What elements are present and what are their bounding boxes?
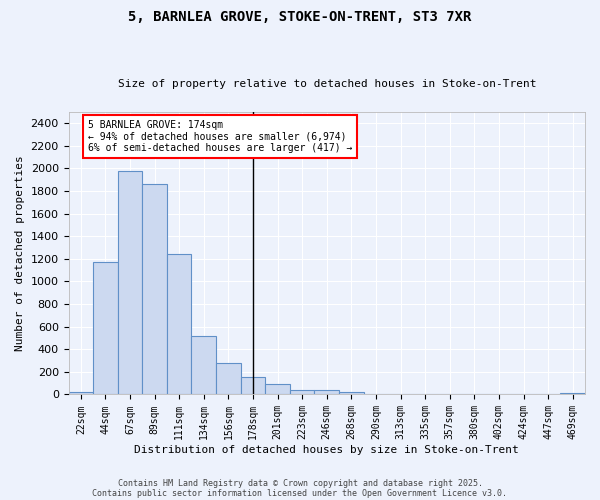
Bar [290, 390, 314, 394]
Bar [191, 336, 216, 394]
Text: 5, BARNLEA GROVE, STOKE-ON-TRENT, ST3 7XR: 5, BARNLEA GROVE, STOKE-ON-TRENT, ST3 7X… [128, 10, 472, 24]
Bar [118, 171, 142, 394]
Bar [265, 384, 290, 394]
Bar [167, 254, 191, 394]
Bar [314, 390, 339, 394]
Bar [93, 262, 118, 394]
Text: 5 BARNLEA GROVE: 174sqm
← 94% of detached houses are smaller (6,974)
6% of semi-: 5 BARNLEA GROVE: 174sqm ← 94% of detache… [88, 120, 353, 153]
Bar [339, 392, 364, 394]
Title: Size of property relative to detached houses in Stoke-on-Trent: Size of property relative to detached ho… [118, 79, 536, 89]
Bar [216, 364, 241, 394]
Text: Contains public sector information licensed under the Open Government Licence v3: Contains public sector information licen… [92, 488, 508, 498]
Y-axis label: Number of detached properties: Number of detached properties [15, 156, 25, 351]
Bar [142, 184, 167, 394]
Text: Contains HM Land Registry data © Crown copyright and database right 2025.: Contains HM Land Registry data © Crown c… [118, 478, 482, 488]
X-axis label: Distribution of detached houses by size in Stoke-on-Trent: Distribution of detached houses by size … [134, 445, 519, 455]
Bar [68, 392, 93, 394]
Bar [241, 377, 265, 394]
